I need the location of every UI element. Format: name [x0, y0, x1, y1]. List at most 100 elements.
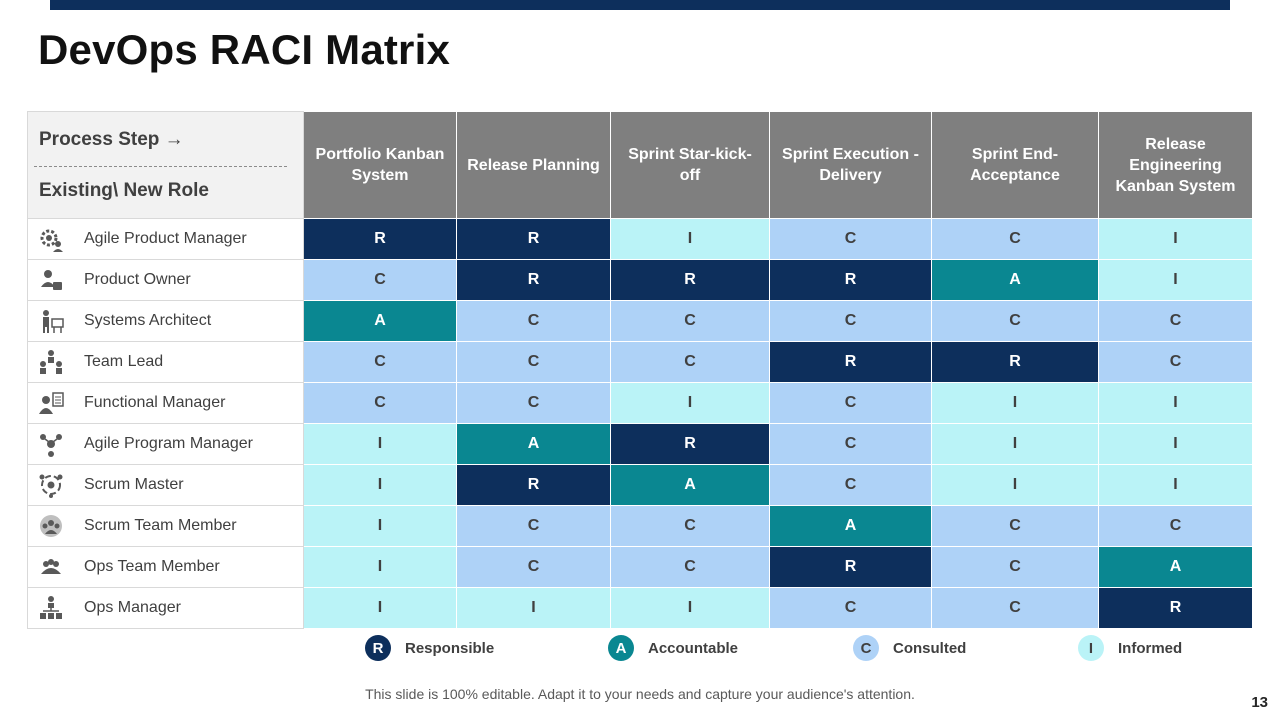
- raci-cell-release-planning: C: [456, 382, 611, 424]
- header-divider: [34, 166, 287, 167]
- header-row: Process Step → Existing\ New Role Portfo…: [27, 111, 1253, 219]
- raci-cell-sprint-execution: R: [769, 341, 932, 383]
- raci-cell-sprint-kickoff: I: [610, 587, 770, 629]
- raci-cell-sprint-kickoff: I: [610, 382, 770, 424]
- raci-cell-release-engineering: C: [1098, 341, 1253, 383]
- raci-cell-sprint-end: C: [931, 300, 1099, 342]
- process-step-label: Process Step →: [39, 129, 184, 150]
- org-hierarchy-icon: [38, 595, 64, 621]
- role-cell: Functional Manager: [27, 382, 304, 424]
- raci-cell-release-engineering: I: [1098, 218, 1253, 260]
- raci-cell-release-engineering: I: [1098, 423, 1253, 465]
- table-row: Agile Program Manager I A R C I I: [27, 423, 1253, 465]
- raci-cell-release-planning: C: [456, 505, 611, 547]
- scrum-cycle-icon: [38, 472, 64, 498]
- raci-cell-release-engineering: A: [1098, 546, 1253, 588]
- raci-cell-sprint-execution: C: [769, 587, 932, 629]
- legend-r-label: Responsible: [405, 639, 495, 657]
- raci-cell-release-engineering: I: [1098, 382, 1253, 424]
- raci-cell-sprint-kickoff: C: [610, 300, 770, 342]
- raci-cell-release-planning: R: [456, 218, 611, 260]
- page-number: 13: [1251, 694, 1268, 711]
- raci-cell-sprint-execution: R: [769, 546, 932, 588]
- table-row: Scrum Team Member I C C A C C: [27, 505, 1253, 547]
- column-header-sprint-end: Sprint End-Acceptance: [931, 111, 1099, 219]
- raci-cell-release-planning: R: [456, 259, 611, 301]
- architect-desk-icon: [38, 308, 64, 334]
- raci-cell-sprint-execution: C: [769, 423, 932, 465]
- raci-cell-sprint-execution: R: [769, 259, 932, 301]
- role-label: Systems Architect: [84, 312, 212, 329]
- legend-accountable: A Accountable: [608, 635, 738, 661]
- role-cell: Team Lead: [27, 341, 304, 383]
- raci-cell-release-planning: C: [456, 300, 611, 342]
- role-label: Ops Manager: [84, 599, 181, 616]
- raci-cell-portfolio-kanban: C: [303, 382, 457, 424]
- table-row: Ops Manager I I I C C R: [27, 587, 1253, 629]
- raci-cell-release-engineering: C: [1098, 505, 1253, 547]
- raci-cell-sprint-end: C: [931, 505, 1099, 547]
- table-row: Ops Team Member I C C R C A: [27, 546, 1253, 588]
- raci-cell-release-engineering: I: [1098, 464, 1253, 506]
- raci-cell-portfolio-kanban: I: [303, 587, 457, 629]
- table-row: Team Lead C C C R R C: [27, 341, 1253, 383]
- legend-c-badge: C: [853, 635, 879, 661]
- raci-cell-release-planning: A: [456, 423, 611, 465]
- role-label: Team Lead: [84, 353, 164, 370]
- legend-r-badge: R: [365, 635, 391, 661]
- raci-cell-sprint-end: A: [931, 259, 1099, 301]
- raci-cell-sprint-end: I: [931, 382, 1099, 424]
- raci-cell-sprint-kickoff: A: [610, 464, 770, 506]
- footer-note: This slide is 100% editable. Adapt it to…: [365, 686, 915, 702]
- role-cell: Scrum Master: [27, 464, 304, 506]
- raci-cell-release-planning: C: [456, 341, 611, 383]
- raci-cell-portfolio-kanban: A: [303, 300, 457, 342]
- team-lead-icon: [38, 349, 64, 375]
- raci-cell-sprint-execution: C: [769, 300, 932, 342]
- role-label: Agile Program Manager: [84, 435, 253, 452]
- table-row: Product Owner C R R R A I: [27, 259, 1253, 301]
- column-header-sprint-kickoff: Sprint Star-kick-off: [610, 111, 770, 219]
- person-briefcase-icon: [38, 267, 64, 293]
- column-header-release-engineering: Release Engineering Kanban System: [1098, 111, 1253, 219]
- raci-cell-release-planning: R: [456, 464, 611, 506]
- raci-cell-release-engineering: I: [1098, 259, 1253, 301]
- top-accent-bar: [50, 0, 1230, 10]
- role-label: Scrum Master: [84, 476, 184, 493]
- team-circle-icon: [38, 513, 64, 539]
- raci-cell-sprint-execution: C: [769, 464, 932, 506]
- legend-a-badge: A: [608, 635, 634, 661]
- raci-cell-sprint-end: I: [931, 423, 1099, 465]
- raci-cell-sprint-end: C: [931, 218, 1099, 260]
- page-title: DevOps RACI Matrix: [38, 26, 451, 73]
- raci-cell-portfolio-kanban: R: [303, 218, 457, 260]
- column-header-sprint-execution: Sprint Execution -Delivery: [769, 111, 932, 219]
- raci-cell-sprint-execution: A: [769, 505, 932, 547]
- role-cell: Systems Architect: [27, 300, 304, 342]
- table-row: Scrum Master I R A C I I: [27, 464, 1253, 506]
- raci-matrix: Process Step → Existing\ New Role Portfo…: [27, 111, 1253, 629]
- raci-cell-sprint-end: C: [931, 546, 1099, 588]
- raci-cell-sprint-end: R: [931, 341, 1099, 383]
- raci-cell-sprint-kickoff: C: [610, 505, 770, 547]
- group-people-icon: [38, 554, 64, 580]
- role-label: Product Owner: [84, 271, 191, 288]
- role-cell: Ops Team Member: [27, 546, 304, 588]
- role-label: Functional Manager: [84, 394, 226, 411]
- raci-cell-sprint-kickoff: R: [610, 259, 770, 301]
- raci-cell-portfolio-kanban: I: [303, 464, 457, 506]
- person-network-icon: [38, 431, 64, 457]
- legend-i-badge: I: [1078, 635, 1104, 661]
- raci-cell-sprint-end: C: [931, 587, 1099, 629]
- manager-document-icon: [38, 390, 64, 416]
- raci-cell-release-planning: C: [456, 546, 611, 588]
- legend-informed: I Informed: [1078, 635, 1182, 661]
- raci-cell-portfolio-kanban: I: [303, 546, 457, 588]
- raci-cell-portfolio-kanban: C: [303, 259, 457, 301]
- column-header-release-planning: Release Planning: [456, 111, 611, 219]
- role-cell: Ops Manager: [27, 587, 304, 629]
- role-label: Scrum Team Member: [84, 517, 237, 534]
- raci-cell-sprint-end: I: [931, 464, 1099, 506]
- raci-cell-sprint-kickoff: R: [610, 423, 770, 465]
- raci-cell-sprint-kickoff: I: [610, 218, 770, 260]
